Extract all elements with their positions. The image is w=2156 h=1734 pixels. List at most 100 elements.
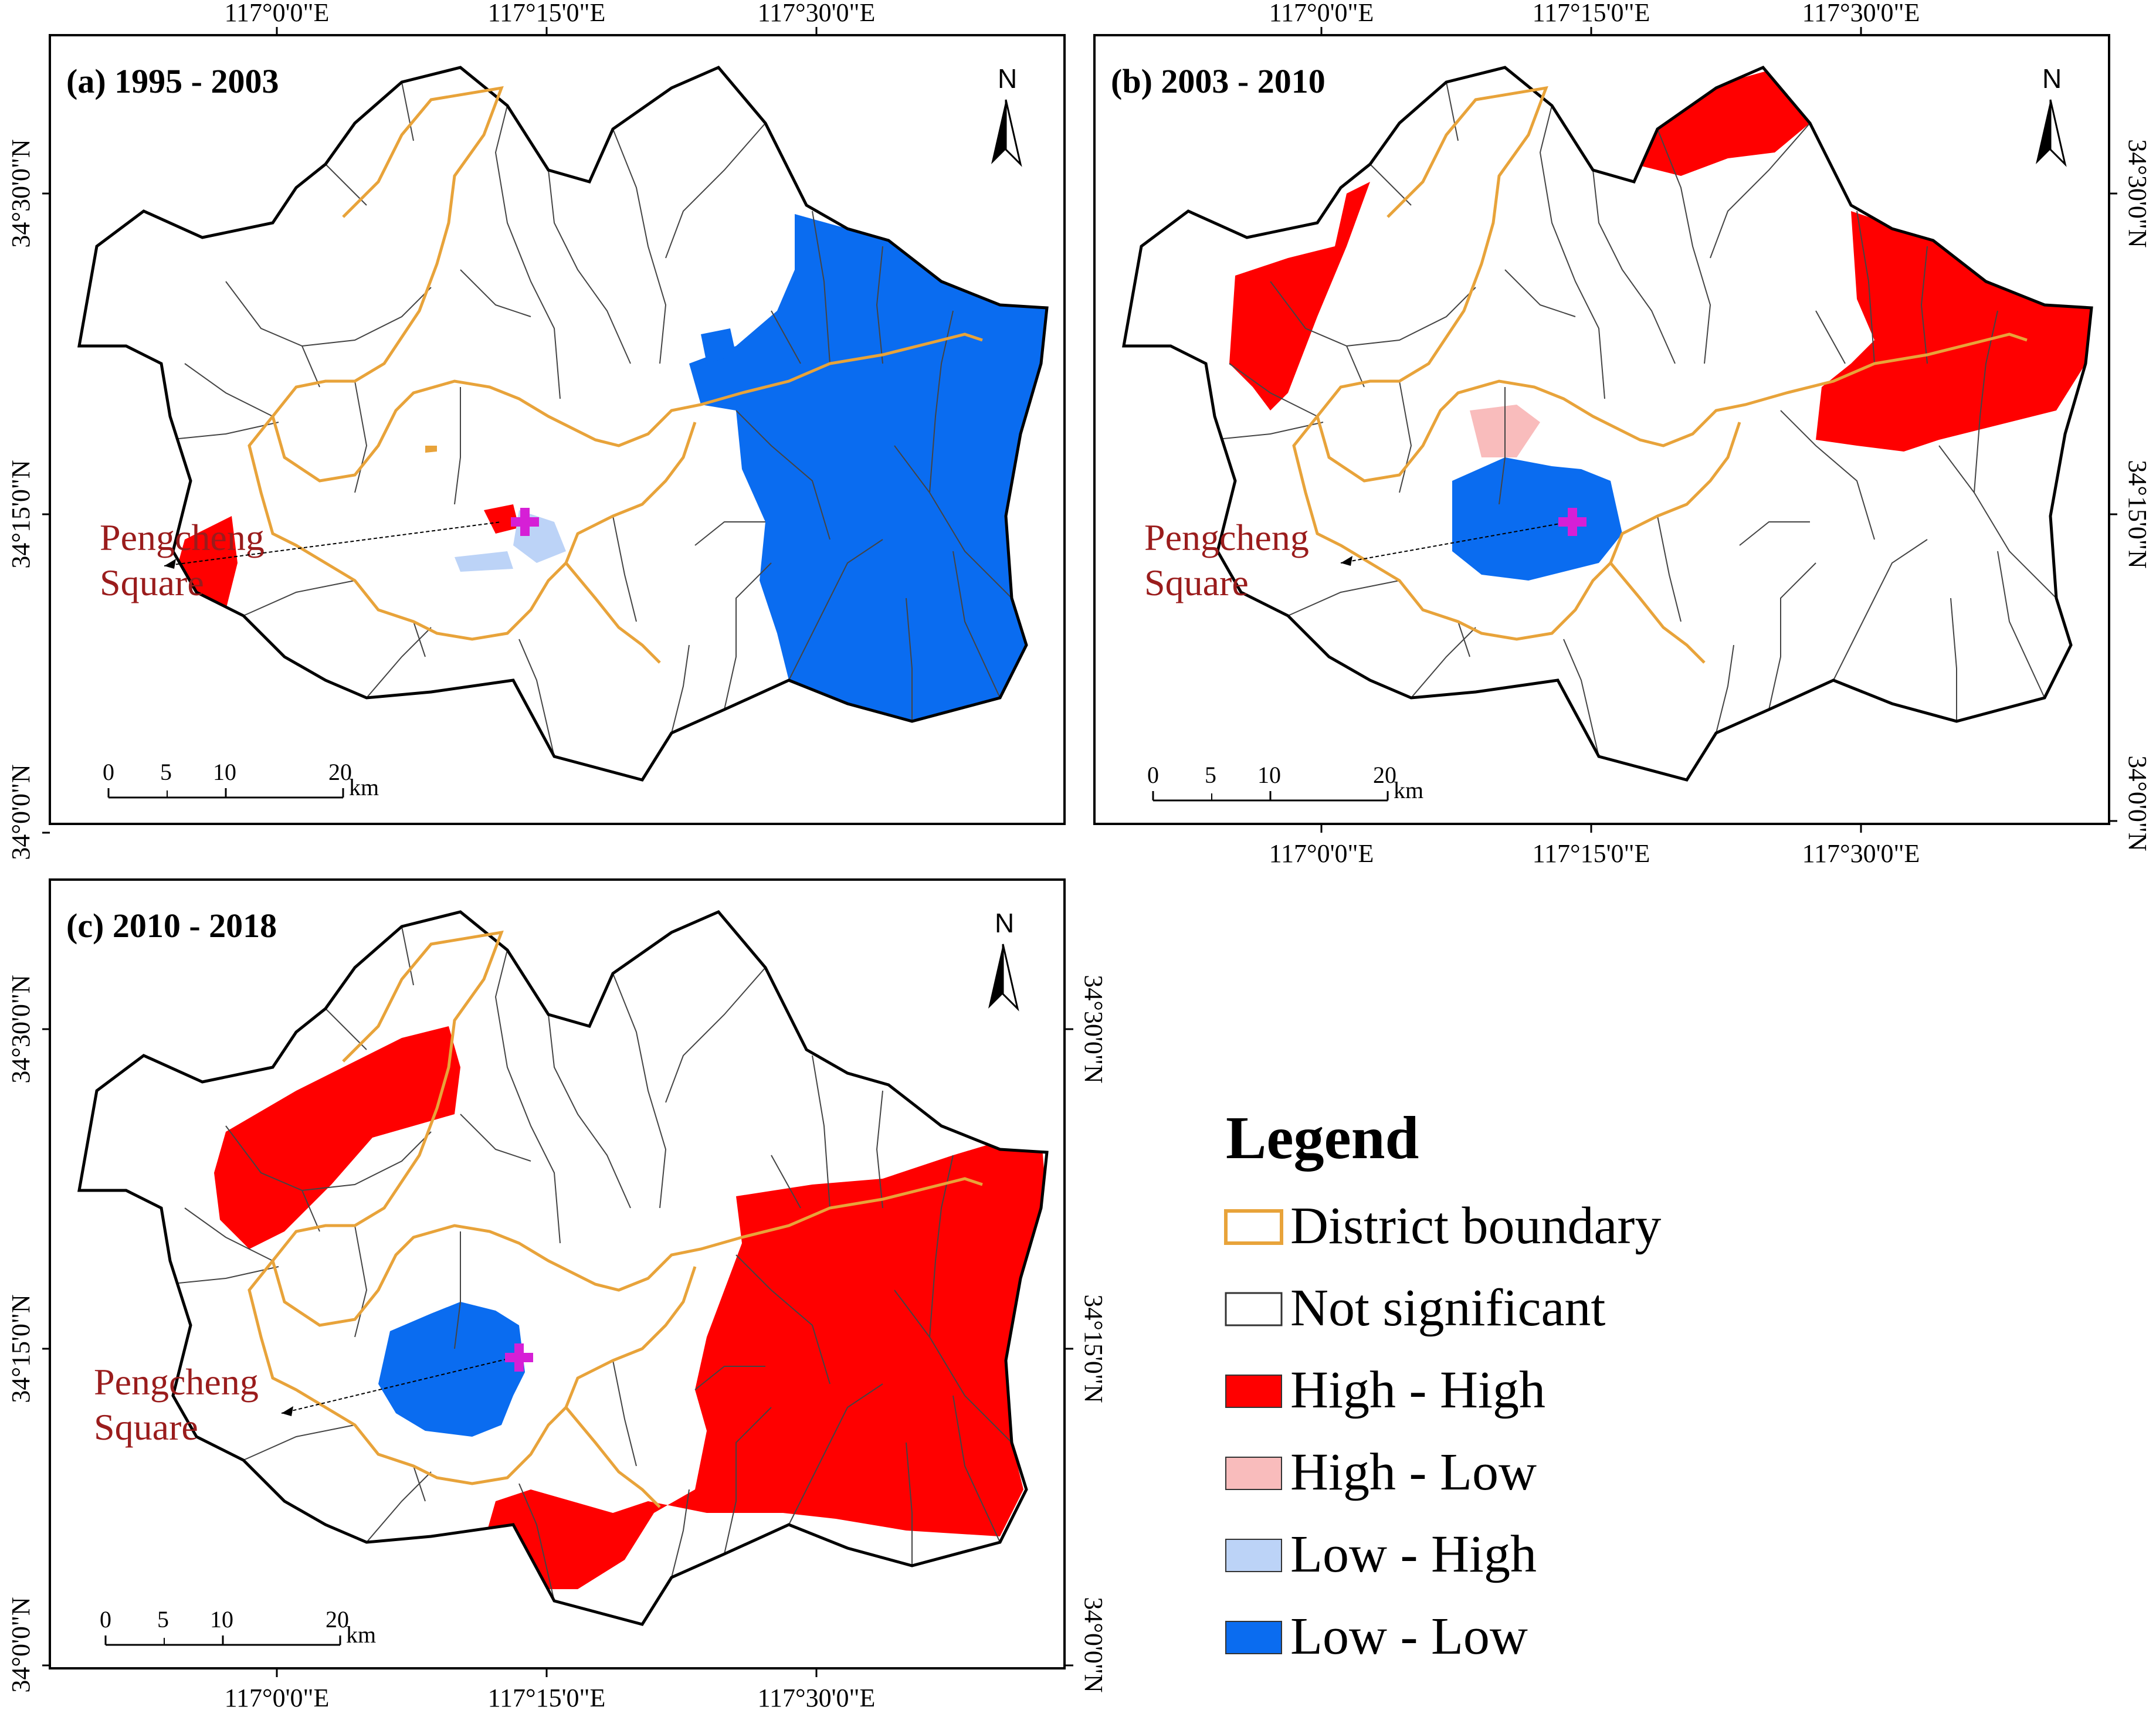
scale-unit: km	[1394, 777, 1423, 803]
scale-label: 0	[1147, 762, 1159, 788]
scale-label: 10	[1257, 762, 1281, 788]
scale-label: 0	[100, 1606, 111, 1633]
lat-tick-label: 34°30'0"N	[6, 139, 35, 247]
panel-b-lon-ticks: 117°0'0"E 117°15'0"E 117°30'0"E 117°0'0"…	[1269, 0, 1920, 868]
scale-label: 0	[103, 759, 114, 785]
scale-unit: km	[346, 1621, 376, 1648]
scale-label: 20	[328, 759, 352, 785]
north-label: N	[2042, 63, 2062, 94]
panel-title: (c) 2010 - 2018	[66, 907, 277, 945]
lon-tick-label: 117°0'0"E	[1269, 0, 1374, 27]
annotation-arrowhead	[164, 559, 176, 569]
legend-label: Not significant	[1290, 1279, 1605, 1337]
region-small	[425, 446, 437, 453]
annotation-line-2: Square	[94, 1406, 198, 1448]
legend: Legend District boundary Not significant…	[1224, 1104, 1661, 1665]
square-marker	[505, 1343, 533, 1372]
legend-label: District boundary	[1290, 1197, 1661, 1255]
legend-swatch	[1225, 1292, 1283, 1326]
lat-tick-label: 34°15'0"N	[6, 460, 35, 568]
scale-label: 10	[210, 1606, 233, 1633]
lat-tick-label: 34°30'0"N	[6, 975, 35, 1083]
scale-label: 10	[213, 759, 236, 785]
square-marker	[1558, 508, 1587, 536]
panel-b-lat-ticks-right: 34°30'0"N 34°15'0"N 34°0'0"N	[2109, 139, 2152, 851]
scale-unit: km	[349, 774, 379, 800]
scale-label: 5	[157, 1606, 169, 1633]
lon-tick-label: 117°15'0"E	[1533, 839, 1650, 868]
lon-tick-label: 117°0'0"E	[225, 1684, 330, 1712]
legend-swatch	[1224, 1209, 1283, 1245]
lon-tick-label: 117°30'0"E	[1802, 839, 1920, 868]
lat-tick-label: 34°0'0"N	[6, 764, 35, 860]
lat-tick-label: 34°0'0"N	[6, 1597, 35, 1692]
legend-title: Legend	[1226, 1104, 1419, 1172]
legend-item-high-low: High - Low	[1225, 1443, 1537, 1501]
region-low-high	[455, 551, 513, 572]
lon-tick-label: 117°30'0"E	[1802, 0, 1920, 27]
legend-item-high-high: High - High	[1225, 1361, 1545, 1419]
legend-item-district-boundary: District boundary	[1224, 1197, 1661, 1255]
lat-tick-label: 34°0'0"N	[1079, 1597, 1108, 1692]
lat-tick-label: 34°15'0"N	[6, 1294, 35, 1403]
legend-item-low-low: Low - Low	[1225, 1607, 1528, 1665]
scale-bar: 0 5 10 20 km	[100, 1606, 376, 1648]
panel-title: (b) 2003 - 2010	[1111, 62, 1326, 100]
scale-label: 5	[1205, 762, 1216, 788]
lon-tick-label: 117°15'0"E	[488, 1684, 606, 1712]
scale-label: 5	[160, 759, 172, 785]
lat-tick-label: 34°15'0"N	[1079, 1294, 1108, 1403]
annotation-line-1: Pengcheng	[1144, 517, 1309, 558]
legend-swatch	[1225, 1375, 1282, 1408]
annotation-leader	[281, 1357, 514, 1414]
panel-a: (a) 1995 - 2003 Pengcheng Square N 0 5 1…	[49, 34, 1066, 825]
north-label: N	[998, 63, 1017, 94]
legend-label: High - Low	[1290, 1443, 1537, 1501]
north-arrow: N	[991, 63, 1022, 167]
panel-c-lat-ticks: 34°30'0"N 34°15'0"N 34°0'0"N 34°30'0"N 3…	[6, 975, 1108, 1692]
legend-label: Low - Low	[1290, 1607, 1528, 1665]
panel-b: (b) 2003 - 2010 Pengcheng Square N 0 5 1…	[1093, 34, 2110, 825]
annotation-arrowhead	[282, 1406, 293, 1416]
annotation-line-1: Pengcheng	[100, 517, 265, 558]
lat-tick-label: 34°15'0"N	[2123, 460, 2152, 568]
lat-tick-label: 34°30'0"N	[2123, 139, 2152, 247]
panel-c-lon-ticks-bottom: 117°0'0"E 117°15'0"E 117°30'0"E	[225, 1668, 876, 1712]
legend-swatch	[1225, 1621, 1282, 1654]
lon-tick-label: 117°0'0"E	[1269, 839, 1374, 868]
annotation-line-2: Square	[1144, 562, 1249, 603]
north-label: N	[995, 908, 1014, 938]
annotation-arrowhead	[1341, 556, 1352, 566]
lon-tick-label: 117°15'0"E	[488, 0, 606, 27]
legend-swatch	[1225, 1457, 1282, 1490]
lat-tick-label: 34°30'0"N	[1079, 975, 1108, 1083]
legend-label: High - High	[1290, 1361, 1545, 1419]
lat-tick-label: 34°0'0"N	[2123, 755, 2152, 851]
annotation-line-1: Pengcheng	[94, 1361, 259, 1403]
panel-a-lon-ticks-top: 117°0'0"E 117°15'0"E 117°30'0"E	[225, 0, 876, 35]
legend-item-not-significant: Not significant	[1225, 1279, 1605, 1337]
legend-swatch	[1225, 1539, 1282, 1572]
annotation-line-2: Square	[100, 562, 204, 603]
legend-item-low-high: Low - High	[1225, 1525, 1537, 1583]
scale-label: 20	[326, 1606, 349, 1633]
annotation-leader	[1340, 521, 1570, 564]
region-high-high	[484, 504, 519, 534]
lon-tick-label: 117°0'0"E	[225, 0, 330, 27]
panel-c: (c) 2010 - 2018 Pengcheng Square N 0 5 1…	[49, 878, 1066, 1669]
north-arrow: N	[2036, 63, 2067, 167]
scale-bar: 0 5 10 20 km	[103, 759, 379, 800]
lon-tick-label: 117°30'0"E	[758, 0, 876, 27]
square-marker	[511, 508, 539, 536]
scale-bar: 0 5 10 20 km	[1147, 762, 1423, 803]
panel-a-lat-ticks-left: 34°30'0"N 34°15'0"N 34°0'0"N	[6, 139, 50, 860]
lon-tick-label: 117°30'0"E	[758, 1684, 876, 1712]
lon-tick-label: 117°15'0"E	[1533, 0, 1650, 27]
annotation-leader	[164, 521, 502, 566]
north-arrow: N	[988, 908, 1019, 1012]
panel-title: (a) 1995 - 2003	[66, 62, 279, 100]
region-low-low	[1452, 457, 1622, 581]
legend-label: Low - High	[1290, 1525, 1537, 1583]
scale-label: 20	[1373, 762, 1396, 788]
